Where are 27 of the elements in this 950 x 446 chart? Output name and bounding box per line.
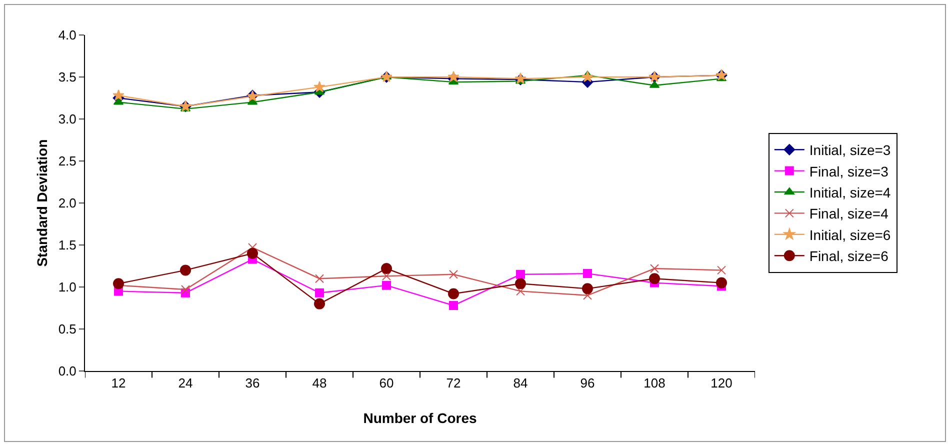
y-tick-label: 1.5: [58, 238, 76, 253]
legend-label: Final, size=4: [809, 206, 889, 222]
y-tick-label: 3.5: [58, 70, 76, 85]
x-axis-title: Number of Cores: [363, 410, 477, 426]
x-tick-label: 84: [513, 376, 528, 391]
y-axis-title: Standard Deviation: [34, 139, 50, 267]
legend-label: Final, size=6: [809, 248, 889, 264]
x-tick-label: 60: [379, 376, 394, 391]
legend-label: Initial, size=6: [809, 226, 891, 243]
y-tick-label: 4.0: [58, 28, 76, 43]
x-tick-label: 12: [111, 376, 126, 391]
x-tick-label: 36: [245, 376, 260, 391]
y-tick-label: 3.0: [58, 112, 76, 127]
y-tick-label: 1.0: [58, 280, 76, 295]
y-tick-label: 0.0: [58, 364, 76, 379]
legend-label: Final, size=3: [809, 163, 889, 180]
x-tick-label: 108: [644, 376, 666, 391]
x-tick-label: 120: [710, 376, 732, 391]
x-tick-label: 72: [446, 376, 461, 391]
x-tick-label: 96: [580, 376, 595, 391]
legend-label: Initial, size=4: [809, 184, 891, 200]
y-tick-label: 2.0: [58, 196, 76, 211]
y-tick-label: 0.5: [58, 322, 76, 337]
y-tick-label: 2.5: [58, 154, 76, 169]
legend-label: Initial, size=3: [809, 142, 891, 158]
x-tick-label: 24: [178, 376, 193, 391]
x-tick-label: 48: [312, 376, 327, 391]
